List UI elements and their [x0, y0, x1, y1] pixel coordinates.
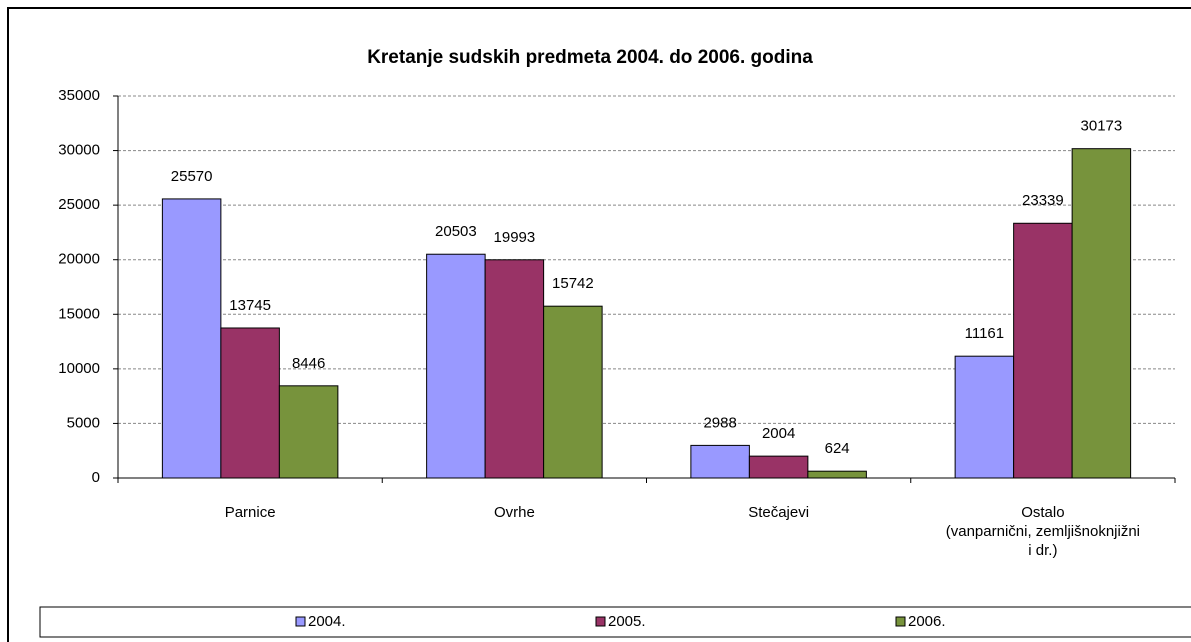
y-tick-label: 5000 [67, 414, 100, 431]
bar [484, 259, 545, 479]
bar [543, 305, 603, 479]
chart-title: Kretanje sudskih predmeta 2004. do 2006.… [367, 47, 813, 68]
y-tick-label: 25000 [58, 196, 100, 213]
data-label: 2004 [762, 425, 795, 442]
bar [278, 385, 339, 479]
legend-swatch [895, 616, 906, 627]
bar [161, 198, 222, 479]
bar [748, 455, 809, 479]
data-label: 19993 [494, 229, 536, 246]
legend-box [39, 606, 1191, 638]
bar [1013, 222, 1073, 479]
x-tick-label: Parnice [225, 504, 276, 521]
legend-swatch [595, 616, 606, 627]
legend-label: 2006. [908, 613, 946, 630]
y-tick-label: 20000 [58, 251, 100, 268]
data-label: 23339 [1022, 192, 1064, 209]
y-tick-label: 10000 [58, 360, 100, 377]
x-tick-label: Stečajevi [748, 504, 809, 521]
data-label: 624 [825, 440, 850, 457]
legend-swatch [295, 616, 306, 627]
data-label: 20503 [435, 223, 477, 240]
data-label: 13745 [229, 297, 271, 314]
x-tick-label: Ostalo (vanparnični, zemljišnoknjižni i dr… [946, 504, 1140, 559]
y-tick-label: 30000 [58, 142, 100, 159]
data-label: 11161 [965, 325, 1005, 342]
chart-frame [7, 7, 1191, 642]
data-label: 15742 [552, 275, 594, 292]
y-tick-label: 35000 [58, 87, 100, 104]
data-label: 2988 [703, 414, 736, 431]
y-tick-label: 15000 [58, 305, 100, 322]
legend-label: 2004. [308, 613, 346, 630]
bar [954, 355, 1015, 479]
legend-label: 2005. [608, 613, 646, 630]
bar [690, 444, 750, 479]
bar [807, 470, 867, 479]
data-label: 30173 [1081, 118, 1123, 135]
bar [1071, 148, 1132, 479]
x-tick-label: Ovrhe [494, 504, 535, 521]
bar [220, 327, 280, 479]
y-tick-label: 0 [92, 469, 100, 486]
bar [426, 253, 486, 479]
data-label: 25570 [171, 168, 213, 185]
data-label: 8446 [292, 355, 325, 372]
